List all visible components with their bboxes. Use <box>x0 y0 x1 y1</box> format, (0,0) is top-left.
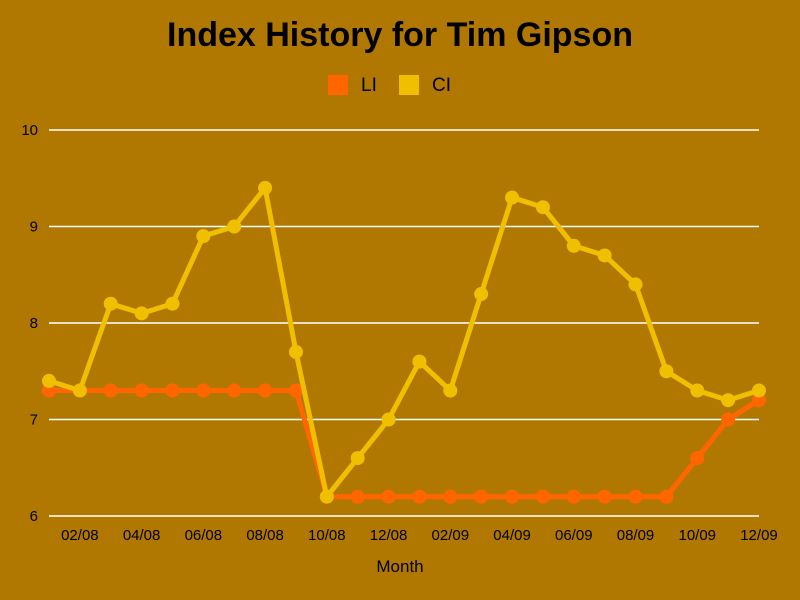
data-point-ci <box>319 489 334 504</box>
data-point-li <box>721 412 736 427</box>
x-tick-label: 08/08 <box>246 527 284 544</box>
data-point-li <box>42 383 56 398</box>
x-tick-label: 12/08 <box>370 527 408 544</box>
data-point-li <box>690 451 705 466</box>
data-point-li <box>134 383 149 398</box>
x-tick-label: 02/08 <box>61 527 99 544</box>
series-line-ci <box>46 185 762 500</box>
gridlines <box>49 129 759 517</box>
y-tick-label: 10 <box>21 122 38 139</box>
legend-swatch-ci <box>399 75 419 95</box>
y-tick-label: 7 <box>30 412 38 429</box>
series <box>42 180 766 504</box>
data-point-ci <box>42 373 56 388</box>
data-point-ci <box>597 248 612 263</box>
series-ci <box>42 180 766 504</box>
data-point-li <box>103 383 118 398</box>
data-point-ci <box>566 238 581 253</box>
data-point-ci <box>196 229 211 244</box>
data-point-ci <box>535 200 550 215</box>
data-point-li <box>381 489 396 504</box>
x-tick-label: 10/08 <box>308 527 346 544</box>
data-point-ci <box>288 344 303 359</box>
series-li <box>42 383 766 504</box>
data-point-li <box>505 489 520 504</box>
data-point-ci <box>134 306 149 321</box>
data-point-ci <box>227 219 242 234</box>
data-point-li <box>288 383 303 398</box>
x-tick-label: 08/09 <box>617 527 655 544</box>
data-point-ci <box>690 383 705 398</box>
data-point-li <box>412 489 427 504</box>
data-point-ci <box>443 383 458 398</box>
data-point-li <box>227 383 242 398</box>
data-point-li <box>597 489 612 504</box>
data-point-ci <box>165 296 180 311</box>
data-point-ci <box>258 180 273 195</box>
data-point-li <box>258 383 273 398</box>
data-point-ci <box>474 287 489 302</box>
x-tick-label: 06/08 <box>185 527 223 544</box>
data-point-ci <box>659 364 674 379</box>
data-point-ci <box>350 451 365 466</box>
data-point-ci <box>103 296 118 311</box>
legend: LI CI <box>328 75 451 96</box>
legend-label-ci: CI <box>432 75 451 96</box>
data-point-li <box>196 383 211 398</box>
data-point-li <box>535 489 550 504</box>
data-point-li <box>752 393 766 408</box>
data-point-li <box>350 489 365 504</box>
x-tick-label: 04/09 <box>493 527 531 544</box>
data-point-ci <box>381 412 396 427</box>
data-point-ci <box>628 277 643 292</box>
legend-swatch-li <box>328 75 348 95</box>
data-point-ci <box>505 190 520 205</box>
data-point-li <box>628 489 643 504</box>
data-point-ci <box>721 393 736 408</box>
y-tick-label: 8 <box>30 315 38 332</box>
data-point-ci <box>72 383 87 398</box>
x-tick-labels: 02/08 04/08 06/08 08/08 10/08 12/08 02/09 04/09… <box>61 527 778 544</box>
x-tick-label: 02/09 <box>432 527 470 544</box>
x-axis-label: Month <box>376 557 423 576</box>
x-tick-label: 10/09 <box>678 527 716 544</box>
data-point-ci <box>412 354 427 369</box>
data-point-li <box>659 489 674 504</box>
x-tick-label: 12/09 <box>740 527 778 544</box>
x-tick-label: 06/09 <box>555 527 593 544</box>
data-point-li <box>443 489 458 504</box>
chart-title: Index History for Tim Gipson <box>167 16 633 54</box>
data-point-li <box>474 489 489 504</box>
y-tick-label: 9 <box>30 219 38 236</box>
y-tick-label: 6 <box>30 508 38 525</box>
x-tick-label: 04/08 <box>123 527 161 544</box>
data-point-ci <box>752 383 766 398</box>
legend-label-li: LI <box>361 75 377 96</box>
series-line-li <box>46 388 762 500</box>
y-tick-labels: 6 7 8 9 10 <box>21 122 38 525</box>
data-point-li <box>566 489 581 504</box>
data-point-li <box>165 383 180 398</box>
